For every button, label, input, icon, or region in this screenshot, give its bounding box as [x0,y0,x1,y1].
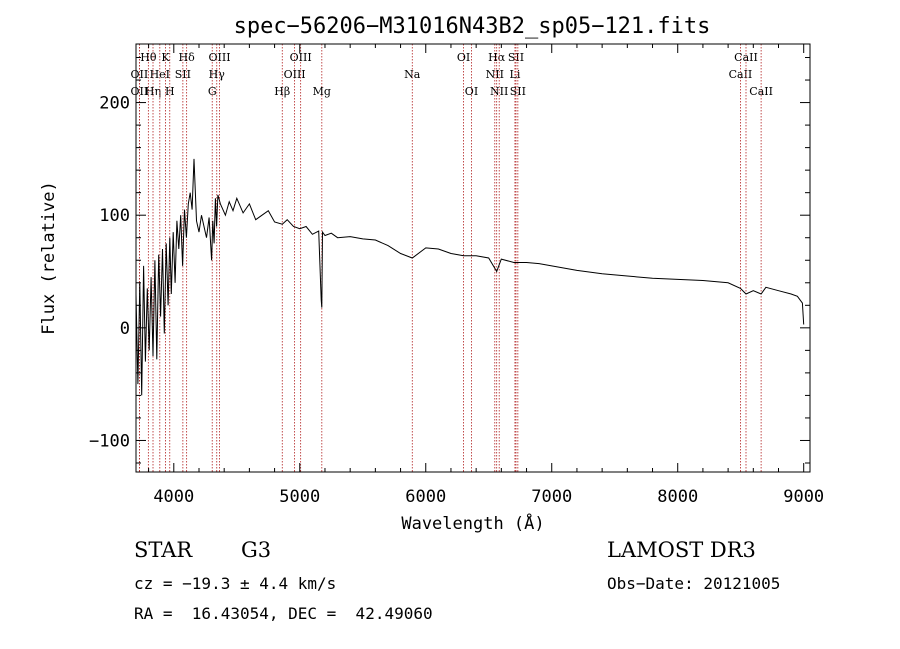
line-markers: OIIOIIHθHηHeIKHSIIHδGHγOIIIHβOIIIOIIIMgN… [131,44,773,472]
y-tick-label: 200 [99,94,130,114]
line-marker-label: OI [465,85,478,98]
y-tick-label: 100 [99,206,130,226]
y-axis-label: Flux (relative) [39,181,59,335]
x-tick-label: 6000 [405,487,446,507]
line-marker-label: G [208,85,217,98]
line-marker-label: H [165,85,175,98]
line-marker-label: Na [404,68,421,81]
line-marker-label: Hη [145,85,161,98]
line-marker-label: OIII [284,68,306,81]
y-tick-label: −100 [89,431,130,451]
x-axis-label: Wavelength (Å) [401,512,544,534]
line-marker-label: SII [510,85,526,98]
object-class: STAR [134,538,193,562]
spectrum-line [135,158,805,396]
line-marker-label: CaII [729,68,753,81]
object-subclass: G3 [241,538,272,562]
line-marker-label: Hθ [140,51,157,64]
plot-frame [135,43,811,473]
line-marker-label: Hβ [274,85,290,98]
chart-title: spec−56206−M31016N43B2_sp05−121.fits [234,14,711,39]
axis-ticks: 4000 5000 6000 7000 8000 9000 −100 0 100 200 [89,44,824,507]
coordinates: RA = 16.43054, DEC = 42.49060 [134,604,433,623]
line-marker-label: OIII [208,51,230,64]
line-marker-label: NII [486,68,504,81]
x-tick-label: 5000 [279,487,320,507]
x-tick-label: 8000 [657,487,698,507]
x-tick-label: 7000 [531,487,572,507]
velocity-text: cz = −19.3 ± 4.4 km/s [134,574,337,593]
line-marker-label: Li [510,68,521,81]
x-tick-label: 9000 [783,487,824,507]
line-marker-label: OII [131,85,149,98]
line-marker-label: Hδ [179,51,196,64]
line-marker-label: Hα [488,51,506,64]
line-marker-label: Hγ [209,68,226,81]
line-marker-label: CaII [749,85,773,98]
spectrum-series [135,158,805,396]
survey-name: LAMOST DR3 [607,538,756,562]
line-marker-label: OIII [290,51,312,64]
line-marker-label: SII [175,68,191,81]
line-marker-label: CaII [734,51,758,64]
obs-date: Obs−Date: 20121005 [607,574,781,593]
line-marker-label: Mg [313,85,331,98]
x-tick-label: 4000 [153,487,194,507]
y-tick-label: 0 [120,319,130,339]
line-marker-label: HeI [150,68,170,81]
line-marker-label: K [161,51,170,64]
line-marker-label: NII [490,85,508,98]
line-marker-label: SII [508,51,524,64]
line-marker-label: OI [457,51,470,64]
